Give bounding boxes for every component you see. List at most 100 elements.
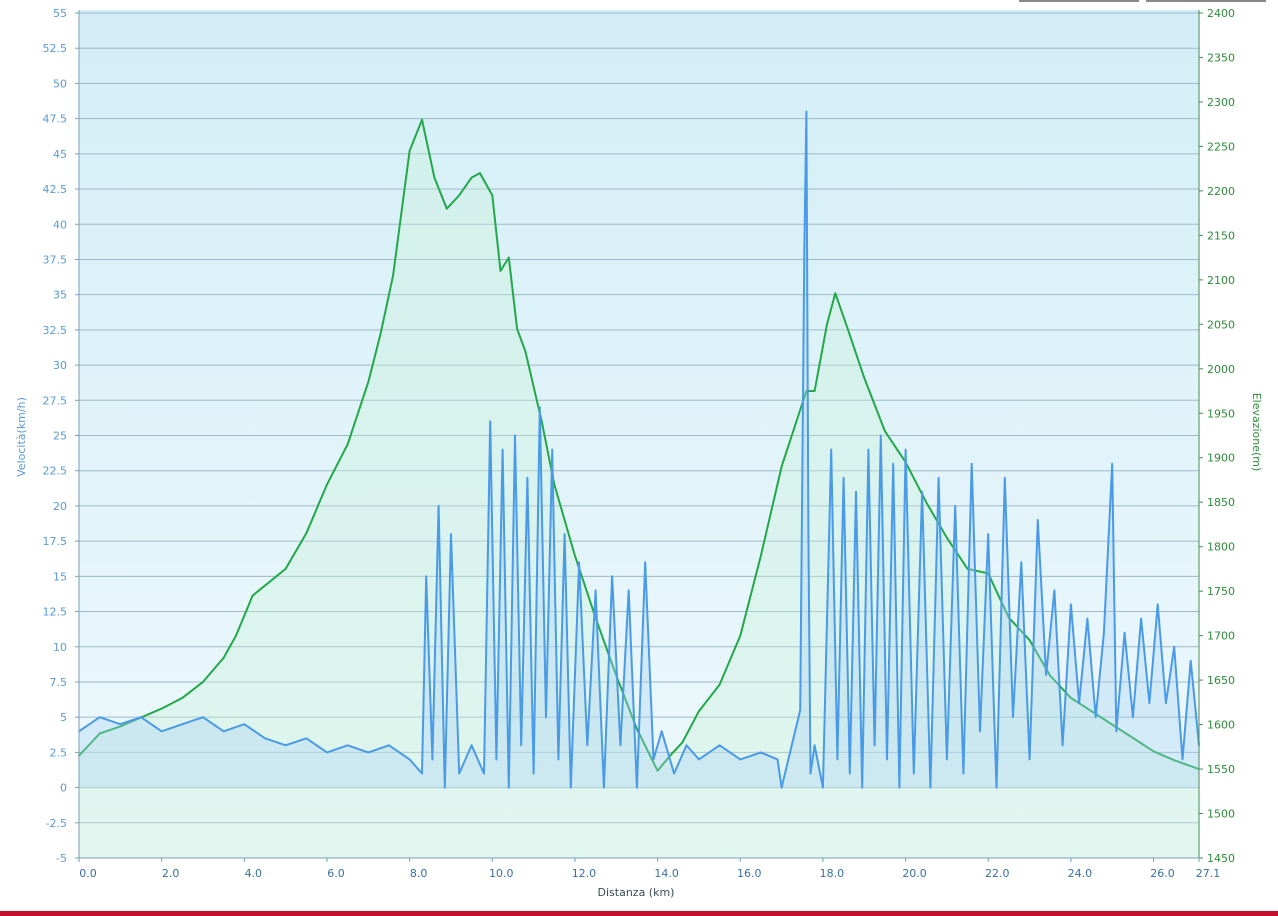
speed-series-point [913,772,915,775]
speed-series-point [1132,716,1134,718]
speed-series-point [636,786,638,789]
speed-series-point [1156,603,1159,606]
speed-series-point [222,730,225,733]
speed-series-point [578,561,580,564]
x-tick-label: 8.0 [410,867,428,880]
speed-series-point [1037,519,1039,521]
speed-series-point [140,716,142,718]
x-tick-label: 16.0 [737,867,762,880]
x-tick-label: 14.0 [654,867,679,880]
elevation-series-point [305,532,308,535]
elevation-series-point [367,381,370,383]
speed-series-point [326,751,328,754]
elevation-series-point [202,681,204,683]
elevation-series-point [379,332,382,335]
elevation-series-point [946,537,948,539]
right-tick-label: 1550 [1207,763,1235,776]
speed-series-point [202,716,204,718]
elevation-series-point [1173,759,1175,761]
elevation-series-area [79,119,1199,858]
left-tick-label: 7.5 [50,676,68,689]
left-tick-label: 2.5 [50,746,68,759]
speed-series-point [160,730,163,733]
speed-series-point [842,477,845,479]
speed-series-point [970,462,973,465]
speed-series-point [611,575,613,578]
speed-series-point [619,744,622,747]
speed-series-point [1094,716,1097,718]
elevation-series-point [119,725,122,728]
right-tick-label: 2250 [1207,140,1235,153]
elevation-series-point [479,172,481,174]
elevation-series-point [574,554,576,557]
speed-series-point [532,772,535,775]
x-axis-ticks: 0.0 2.0 4.0 6.0 8.0 10.0 12.0 14.0 16.0 18.0 20.0 2… [78,858,1221,880]
speed-series-point [803,251,806,254]
speed-series-point [995,786,998,789]
x-tick-label: 10.0 [489,867,514,880]
speed-series-point [1181,758,1184,761]
left-tick-label: 55 [53,7,67,20]
elevation-series-point [760,554,762,557]
elevation-series-point [826,323,828,326]
top-tab-left[interactable] [1019,0,1139,2]
speed-series-point [594,589,597,592]
speed-series-point [780,786,783,789]
elevation-series-point [491,194,494,197]
left-tick-label: 42.5 [43,183,68,196]
elevation-series-point [863,376,865,379]
speed-series-point [1012,716,1014,718]
speed-series-point [685,744,688,747]
speed-series-point [1173,646,1175,648]
right-tick-label: 1750 [1207,585,1235,598]
left-tick-label: -5 [56,852,67,865]
speed-series-point [822,786,824,789]
elevation-series-point [392,274,394,277]
speed-series-point [119,723,122,725]
speed-series-point [962,772,965,775]
speed-series-point [776,758,779,761]
speed-series-point [514,434,516,437]
top-tab-right[interactable] [1146,0,1266,2]
elevation-series-point [408,150,411,152]
speed-series-point [892,462,894,465]
elevation-series-point [884,430,886,432]
left-tick-label: 10 [53,641,67,654]
elevation-series-point [421,118,423,121]
speed-series-point [563,533,566,535]
speed-series-point [444,786,446,789]
x-tick-label: 0.0 [79,867,97,880]
elevation-series-point [470,176,473,179]
speed-series-point [264,737,266,740]
elevation-series-point [780,465,783,468]
speed-series-point [431,758,434,761]
right-axis-ticks: 2400 2350 2300 2250 2200 2150 2100 2050 2000 1950… [1199,7,1235,865]
x-tick-label: 27.1 [1196,867,1221,880]
speed-series-point [450,533,452,535]
speed-series-point [886,758,888,761]
elevation-series-point [1049,674,1051,677]
speed-series-point [867,448,870,451]
elevation-series-point [1090,710,1093,712]
speed-series-point [921,491,923,493]
elevation-series-point [222,657,225,659]
right-tick-label: 2400 [1207,7,1235,20]
speed-series-point [855,491,857,493]
speed-series-point [652,758,655,761]
elevation-series-point [326,483,328,486]
left-tick-label: 5 [60,711,67,724]
speed-series-point [1020,561,1023,564]
right-tick-label: 1450 [1207,852,1235,865]
speed-series-point [421,772,423,775]
speed-series-point [437,505,440,507]
speed-series-point [813,744,816,747]
elevation-series-point [284,568,287,570]
speed-series-point [644,561,646,564]
right-axis-title: Elevazione(m) [1250,393,1263,472]
elevation-series-point [718,683,721,686]
speed-series-point [760,751,762,754]
right-tick-label: 1700 [1207,630,1235,643]
x-axis-title: Distanza (km) [598,886,675,899]
left-tick-label: 45 [53,148,67,161]
